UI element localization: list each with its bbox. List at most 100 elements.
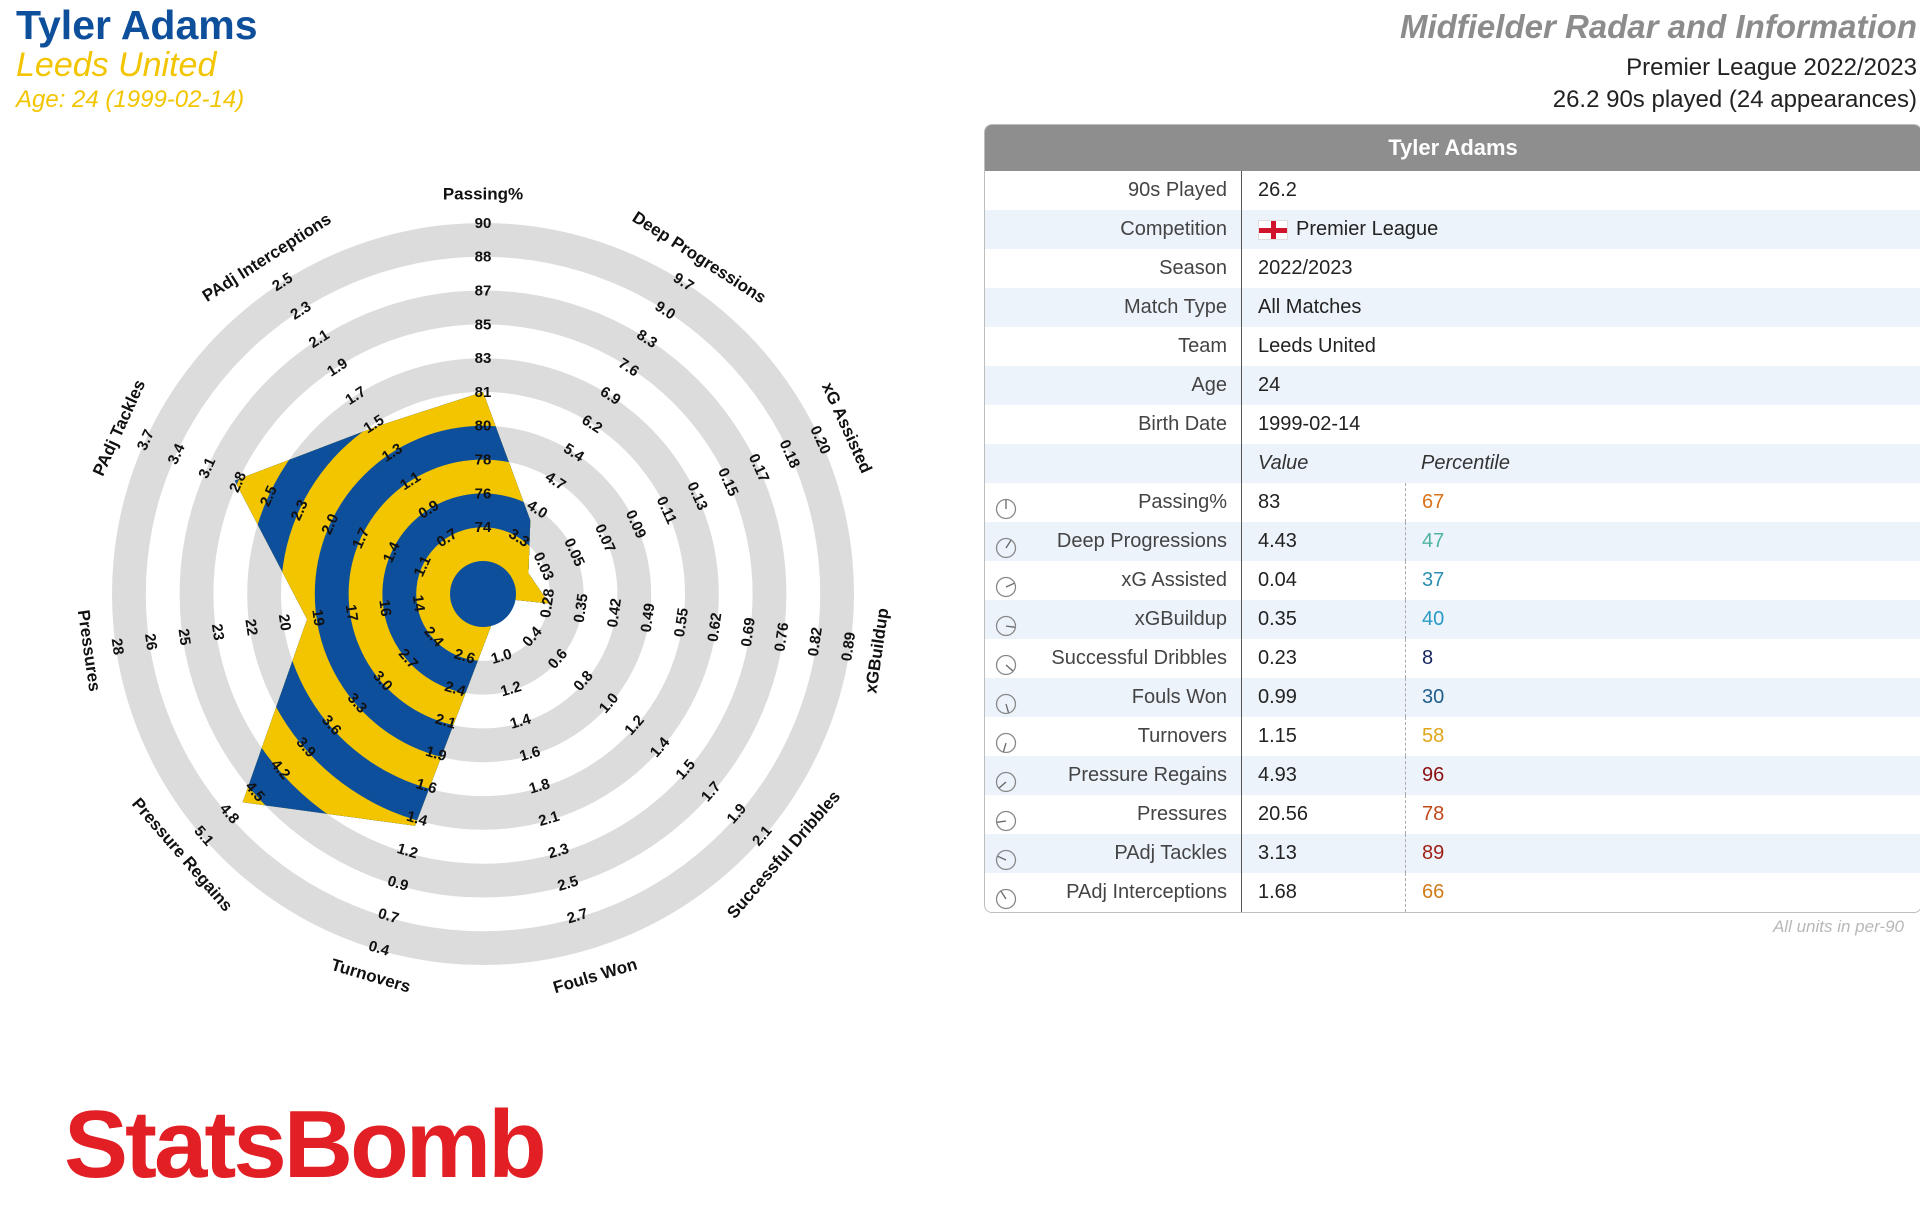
metric-label: Deep Progressions: [985, 530, 1241, 559]
metric-percentile: 30: [1405, 678, 1920, 717]
tick-label-xgbuildup: 0.49: [638, 602, 659, 633]
metric-row-padj-tackles: PAdj Tackles 3.13 89: [985, 834, 1920, 873]
axis-label-passing: Passing%: [443, 184, 523, 203]
metric-percentile: 66: [1405, 873, 1920, 912]
detail-value: All Matches: [1241, 288, 1920, 327]
dial-icon: [995, 732, 1017, 754]
metric-row-padj-interceptions: PAdj Interceptions 1.68 66: [985, 873, 1920, 912]
metric-row-successful-dribbles: Successful Dribbles 0.23 8: [985, 639, 1920, 678]
percentile-column-header: Percentile: [1421, 452, 1510, 474]
metric-label: Fouls Won: [985, 686, 1241, 715]
detail-label: Match Type: [1123, 296, 1227, 318]
tick-label-passing: 88: [475, 249, 492, 266]
tick-label-xgbuildup: 0.62: [704, 612, 725, 643]
metric-value: 20.56: [1241, 795, 1405, 834]
value-column-header: Value: [1241, 444, 1405, 483]
metric-label: Passing%: [985, 491, 1241, 520]
dial-icon: [995, 810, 1017, 832]
metric-row-xgbuildup: xGBuildup 0.35 40: [985, 600, 1920, 639]
tick-label-passing: 81: [475, 384, 492, 401]
detail-value: 24: [1241, 366, 1920, 405]
tick-label-turnovers: 0.4: [366, 937, 391, 959]
metric-percentile: 40: [1405, 600, 1920, 639]
report-title: Midfielder Radar and Information: [1399, 8, 1917, 45]
tick-label-fouls-won: 1.6: [518, 743, 543, 765]
tick-label-passing: 74: [475, 519, 492, 536]
axis-label-xgbuildup: xGBuildup: [861, 607, 892, 695]
metric-percentile: 8: [1405, 639, 1920, 678]
dial-icon: [995, 771, 1017, 793]
tick-label-pressures: 23: [208, 623, 227, 642]
metric-percentile: 58: [1405, 717, 1920, 756]
metric-value: 1.15: [1241, 717, 1405, 756]
tick-label-pressures: 25: [175, 628, 194, 647]
metric-label-text: Fouls Won: [1131, 686, 1227, 708]
metric-label-text: xG Assisted: [1121, 569, 1227, 591]
player-name: Tyler Adams: [16, 2, 258, 48]
detail-value: Leeds United: [1241, 327, 1920, 366]
tick-label-fouls-won: 1.0: [489, 646, 514, 668]
metric-percentile: 96: [1405, 756, 1920, 795]
info-card: Tyler Adams 90s Played 26.2 Competition Pre…: [984, 124, 1920, 913]
dial-icon: [995, 498, 1017, 520]
tick-label-xgbuildup: 0.55: [671, 607, 692, 638]
units-footnote: All units in per-90: [1772, 917, 1904, 936]
tick-label-fouls-won: 1.8: [527, 775, 552, 797]
detail-label: Age: [1191, 374, 1227, 396]
detail-label: Team: [1178, 335, 1227, 357]
tick-label-pressures: 16: [375, 599, 394, 618]
metric-row-pressure-regains: Pressure Regains 4.93 96: [985, 756, 1920, 795]
tick-label-pressures: 17: [342, 603, 361, 622]
metric-percentile: 67: [1405, 483, 1920, 522]
detail-value-text: 1999-02-14: [1258, 413, 1361, 435]
tick-label-turnovers: 1.4: [405, 808, 430, 830]
detail-value-text: Leeds United: [1258, 335, 1376, 357]
detail-row-team: Team Leeds United: [985, 327, 1920, 366]
detail-value: 2022/2023: [1241, 249, 1920, 288]
metric-value: 0.35: [1241, 600, 1405, 639]
statsbomb-logo: StatsBomb: [64, 1091, 547, 1198]
detail-row-competition: Competition Premier League: [985, 210, 1920, 249]
metric-label: xG Assisted: [985, 569, 1241, 598]
axis-label-fouls-won: Fouls Won: [551, 954, 639, 997]
metric-row-xg-assisted: xG Assisted 0.04 37: [985, 561, 1920, 600]
metric-label: PAdj Tackles: [985, 842, 1241, 871]
age-line: Age: 24 (1999-02-14): [16, 86, 245, 113]
detail-row-age: Age 24: [985, 366, 1920, 405]
metric-label: xGBuildup: [985, 608, 1241, 637]
metric-label: Turnovers: [985, 725, 1241, 754]
tick-label-xgbuildup: 0.89: [838, 631, 859, 662]
metric-value: 4.43: [1241, 522, 1405, 561]
tick-label-turnovers: 2.6: [452, 646, 477, 668]
detail-row-birth-date: Birth Date 1999-02-14: [985, 405, 1920, 444]
tick-label-pressures: 19: [308, 608, 327, 627]
metric-label: PAdj Interceptions: [985, 881, 1241, 910]
tick-label-passing: 80: [475, 418, 492, 435]
tick-label-fouls-won: 2.5: [556, 873, 581, 895]
metric-label: Pressures: [985, 803, 1241, 832]
metric-label-text: PAdj Interceptions: [1066, 881, 1227, 903]
metric-value: 3.13: [1241, 834, 1405, 873]
metric-percentile: 37: [1405, 561, 1920, 600]
detail-label: Season: [1159, 257, 1227, 279]
axis-label-pressures: Pressures: [74, 609, 105, 693]
metric-label-text: Pressures: [1136, 803, 1227, 825]
tick-label-pressures: 28: [108, 637, 127, 656]
detail-label: 90s Played: [1128, 179, 1227, 201]
tick-label-fouls-won: 2.1: [537, 808, 562, 830]
metric-row-pressures: Pressures 20.56 78: [985, 795, 1920, 834]
team-name: Leeds United: [16, 46, 217, 84]
detail-value: 1999-02-14: [1241, 405, 1920, 444]
detail-value-text: 2022/2023: [1258, 257, 1353, 279]
metric-percentile: 47: [1405, 522, 1920, 561]
tick-label-turnovers: 1.9: [424, 743, 449, 765]
metric-value: 4.93: [1241, 756, 1405, 795]
metric-value: 1.68: [1241, 873, 1405, 912]
info-table: 90s Played 26.2 Competition Premier League S…: [985, 171, 1920, 912]
metric-percentile: 89: [1405, 834, 1920, 873]
tick-label-fouls-won: 2.3: [546, 840, 571, 862]
tick-label-turnovers: 1.6: [414, 775, 439, 797]
metric-label-text: Turnovers: [1137, 725, 1227, 747]
tick-label-pressures: 20: [275, 613, 294, 632]
tick-label-passing: 83: [475, 350, 492, 367]
